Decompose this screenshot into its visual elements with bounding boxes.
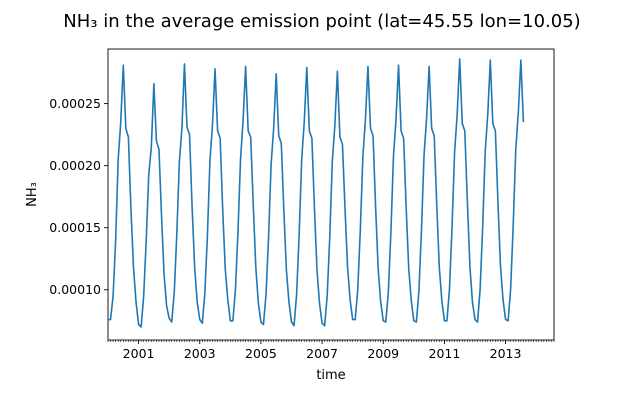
y-tick-label: 0.00025 <box>49 96 101 111</box>
y-axis-label: NH₃ <box>25 182 40 207</box>
x-axis-label: time <box>316 368 345 383</box>
plot-layer <box>108 58 525 328</box>
y-tick-label: 0.00015 <box>49 220 101 235</box>
x-tick-label: 2013 <box>490 346 522 361</box>
x-tick-label: 2001 <box>123 346 155 361</box>
y-tick-label: 0.00020 <box>49 158 101 173</box>
x-tick-label: 2009 <box>367 346 399 361</box>
y-tick-label: 0.00010 <box>49 282 101 297</box>
x-tick-label: 2007 <box>306 346 338 361</box>
y-axis: 0.00010 0.00015 0.00020 0.00025 <box>49 96 108 297</box>
x-tick-label: 2011 <box>429 346 461 361</box>
x-tick-label: 2003 <box>184 346 216 361</box>
series-line-0 <box>108 58 525 328</box>
x-tick-label: 2005 <box>245 346 277 361</box>
chart-title: NH₃ in the average emission point (lat=4… <box>63 11 580 32</box>
plot-area-frame <box>107 48 555 341</box>
x-axis: 2001 2003 2005 2007 2009 2011 2013 <box>107 340 555 361</box>
